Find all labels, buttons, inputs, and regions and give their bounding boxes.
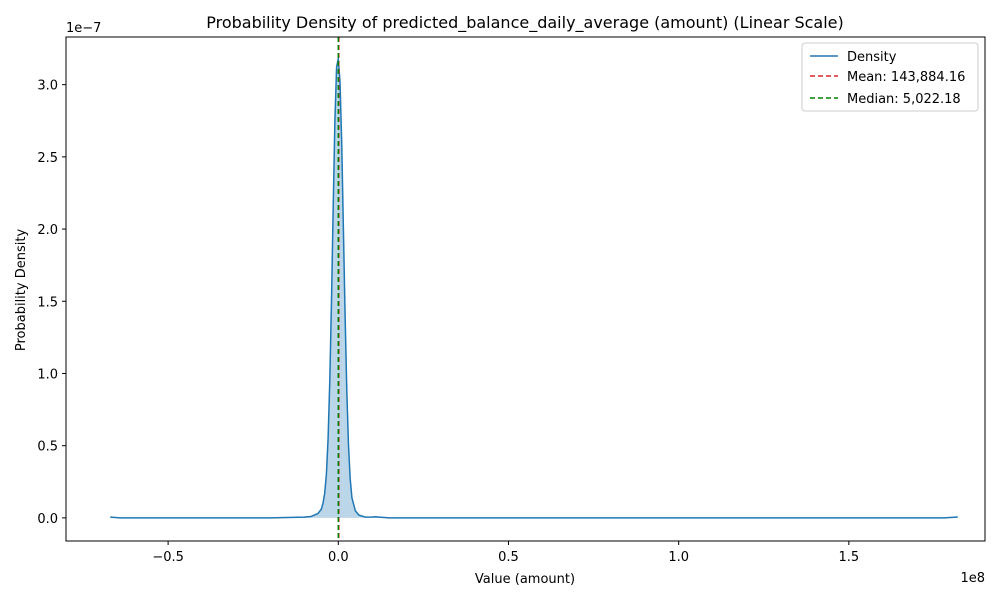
y-tick-label: 2.5: [37, 151, 58, 166]
y-tick-label: 2.0: [37, 223, 58, 238]
y-tick-label: 1.0: [37, 367, 58, 382]
legend-label-density: Density: [847, 50, 897, 65]
legend-label-median: Median: 5,022.18: [847, 92, 961, 107]
y-axis-label: Probability Density: [14, 229, 29, 352]
plot-layer: [110, 37, 958, 541]
x-axis-offset-label: 1e8: [960, 571, 985, 586]
y-tick-label: 1.5: [37, 295, 58, 310]
density-fill-area: [110, 58, 958, 518]
density-line: [110, 57, 958, 519]
y-tick-label: 0.5: [37, 440, 58, 455]
legend: Density Mean: 143,884.16 Median: 5,022.1…: [801, 42, 979, 112]
chart-title: Probability Density of predicted_balance…: [206, 13, 844, 33]
x-tick-label: 1.5: [839, 550, 860, 565]
x-axis: −0.5 0.0 0.5 1.0 1.5: [152, 541, 859, 565]
x-tick-label: 0.0: [328, 550, 349, 565]
x-tick-label: 1.0: [668, 550, 689, 565]
y-tick-label: 3.0: [37, 79, 58, 94]
x-axis-label: Value (amount): [475, 572, 575, 587]
legend-label-mean: Mean: 143,884.16: [847, 70, 965, 85]
x-tick-label: −0.5: [152, 550, 184, 565]
y-axis-offset-label: 1e−7: [66, 21, 101, 36]
y-axis: 0.0 0.5 1.0 1.5 2.0 2.5 3.0: [37, 79, 66, 527]
plot-frame: [65, 36, 986, 542]
legend-box: [801, 42, 979, 112]
x-tick-label: 0.5: [498, 550, 519, 565]
y-tick-label: 0.0: [37, 512, 58, 527]
